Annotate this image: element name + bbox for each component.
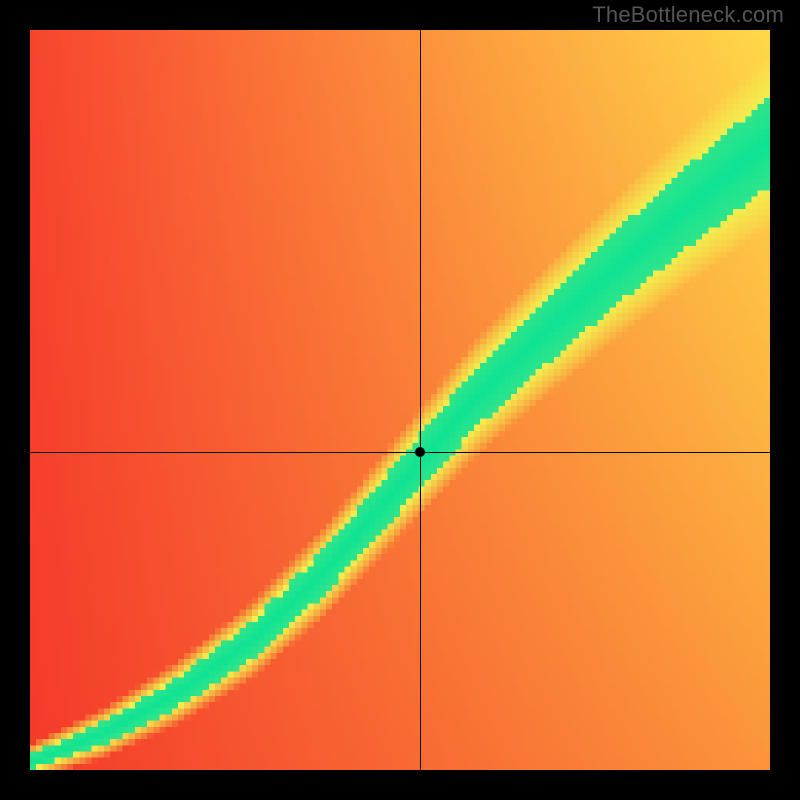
heatmap-plot xyxy=(30,30,770,770)
watermark-text: TheBottleneck.com xyxy=(592,2,784,28)
heatmap-canvas xyxy=(30,30,770,770)
outer-frame: TheBottleneck.com xyxy=(0,0,800,800)
